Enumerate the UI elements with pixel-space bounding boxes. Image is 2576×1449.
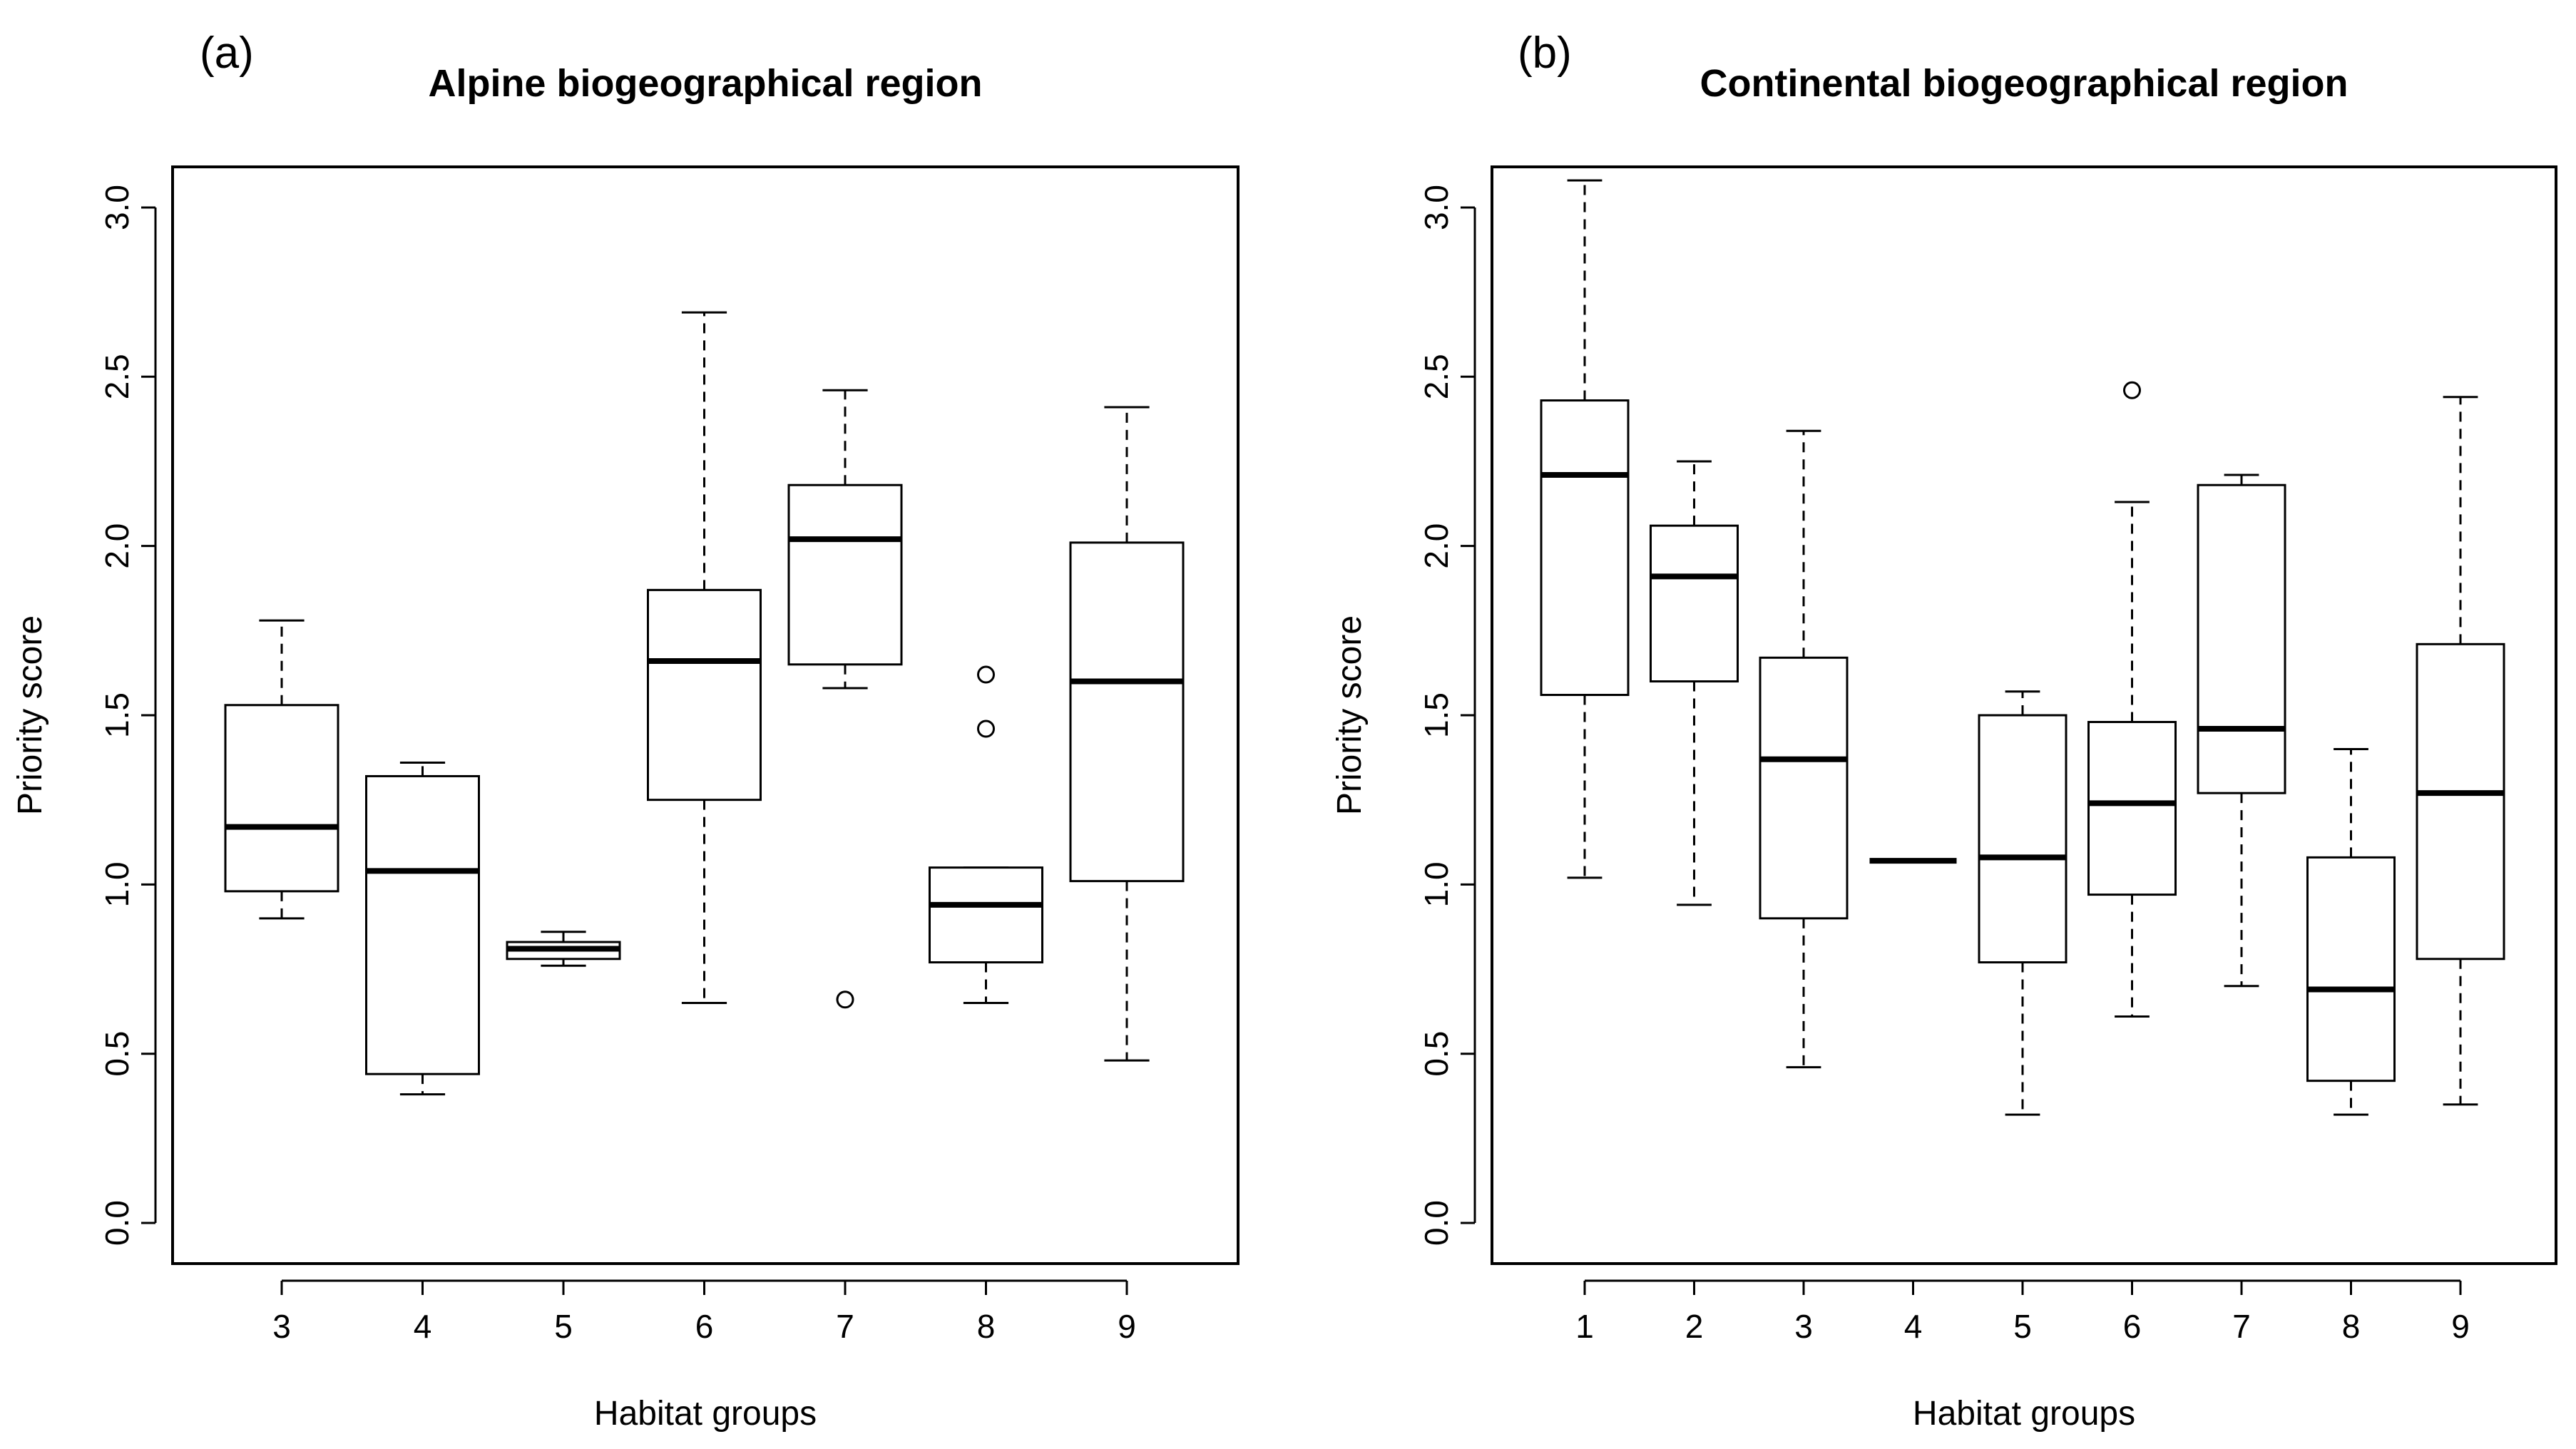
continental-box-group-6 bbox=[2087, 381, 2177, 1018]
outlier-point bbox=[977, 665, 995, 684]
iqr-box bbox=[1069, 541, 1185, 883]
alpine-x-tick-label: 4 bbox=[414, 1308, 432, 1345]
panel-label-a: (a) bbox=[200, 29, 254, 78]
continental-box-group-1 bbox=[1540, 179, 1630, 879]
continental-x-tick-label: 9 bbox=[2451, 1308, 2470, 1345]
alpine-boxplot-panel: (a) Alpine biogeographical region 0.0 0.5… bbox=[11, 29, 1240, 1433]
continental-x-tick-label: 4 bbox=[1904, 1308, 1923, 1345]
alpine-box-group-7 bbox=[787, 389, 903, 1009]
alpine-y-tick-label: 1.0 bbox=[98, 861, 136, 907]
continental-box-group-7 bbox=[2197, 473, 2286, 988]
alpine-boxes bbox=[224, 311, 1185, 1096]
alpine-y-tick-label: 2.5 bbox=[98, 354, 136, 399]
continental-x-tick-label: 1 bbox=[1575, 1308, 1594, 1345]
continental-y-tick-label: 1.0 bbox=[1418, 861, 1455, 907]
continental-y-tick-label: 1.5 bbox=[1418, 692, 1455, 738]
alpine-x-tick-label: 6 bbox=[695, 1308, 714, 1345]
continental-x-tick-label: 3 bbox=[1794, 1308, 1813, 1345]
alpine-y-tick-label: 1.5 bbox=[98, 692, 136, 738]
continental-box-group-5 bbox=[1978, 690, 2068, 1116]
continental-y-axis: 0.0 0.5 1.0 1.5 2.0 2.5 3.0 bbox=[1418, 185, 1476, 1246]
iqr-box bbox=[1650, 524, 1739, 683]
iqr-box bbox=[929, 866, 1043, 964]
iqr-box bbox=[2197, 483, 2286, 794]
continental-x-tick-label: 5 bbox=[2013, 1308, 2032, 1345]
continental-plot-frame bbox=[1491, 165, 2557, 1265]
alpine-x-tick-label: 5 bbox=[554, 1308, 573, 1345]
outlier-point bbox=[836, 990, 854, 1009]
continental-x-tick-label: 7 bbox=[2232, 1308, 2251, 1345]
alpine-y-axis: 0.0 0.5 1.0 1.5 2.0 2.5 3.0 bbox=[98, 185, 157, 1246]
alpine-x-axis-label: Habitat groups bbox=[594, 1395, 817, 1433]
alpine-y-tick-label: 2.0 bbox=[98, 523, 136, 569]
alpine-y-tick-label: 0.5 bbox=[98, 1031, 136, 1077]
continental-x-axis: 1 2 3 4 5 6 7 8 9 bbox=[1575, 1279, 2470, 1345]
continental-boxplot-panel: (b) Continental biogeographical region 0… bbox=[1331, 29, 2557, 1433]
iqr-box bbox=[1978, 714, 2068, 964]
iqr-box bbox=[224, 704, 339, 893]
continental-y-tick-label: 0.0 bbox=[1418, 1200, 1455, 1246]
alpine-x-tick-label: 7 bbox=[836, 1308, 854, 1345]
continental-y-tick-label: 2.0 bbox=[1418, 523, 1455, 569]
alpine-y-axis-label: Priority score bbox=[11, 615, 49, 815]
continental-x-axis-label: Habitat groups bbox=[1913, 1395, 2135, 1433]
panel-label-b: (b) bbox=[1518, 29, 1572, 78]
continental-chart-title: Continental biogeographical region bbox=[1700, 62, 2348, 105]
continental-x-tick-label: 6 bbox=[2123, 1308, 2142, 1345]
alpine-box-group-3 bbox=[224, 619, 339, 920]
continental-x-tick-label: 8 bbox=[2342, 1308, 2361, 1345]
iqr-box bbox=[2087, 720, 2177, 896]
continental-y-tick-label: 3.0 bbox=[1418, 185, 1455, 230]
outlier-point bbox=[977, 720, 995, 738]
alpine-plot-frame bbox=[171, 165, 1240, 1265]
alpine-box-group-8 bbox=[929, 665, 1043, 1004]
alpine-x-tick-label: 3 bbox=[272, 1308, 291, 1345]
alpine-x-axis: 3 4 5 6 7 8 9 bbox=[272, 1279, 1136, 1345]
continental-box-group-9 bbox=[2416, 396, 2505, 1106]
iqr-box bbox=[787, 483, 903, 666]
iqr-box bbox=[1759, 656, 1849, 920]
outlier-point bbox=[2123, 381, 2141, 399]
continental-y-tick-label: 2.5 bbox=[1418, 354, 1455, 399]
iqr-box bbox=[1540, 399, 1630, 697]
continental-box-group-3 bbox=[1759, 429, 1849, 1069]
alpine-box-group-6 bbox=[647, 311, 762, 1004]
iqr-box bbox=[647, 588, 762, 802]
iqr-box bbox=[2306, 856, 2396, 1082]
continental-box-group-2 bbox=[1650, 460, 1739, 906]
continental-y-axis-label: Priority score bbox=[1331, 615, 1369, 815]
alpine-box-group-5 bbox=[506, 931, 621, 967]
iqr-box bbox=[2416, 642, 2505, 961]
alpine-box-group-9 bbox=[1069, 406, 1185, 1062]
alpine-chart-title: Alpine biogeographical region bbox=[428, 62, 982, 105]
alpine-x-tick-label: 8 bbox=[977, 1308, 996, 1345]
continental-boxes bbox=[1540, 179, 2505, 1116]
continental-y-tick-label: 0.5 bbox=[1418, 1031, 1455, 1077]
iqr-box bbox=[365, 774, 480, 1075]
alpine-y-tick-label: 0.0 bbox=[98, 1200, 136, 1246]
continental-box-group-8 bbox=[2306, 747, 2396, 1116]
alpine-y-tick-label: 3.0 bbox=[98, 185, 136, 230]
continental-x-tick-label: 2 bbox=[1685, 1308, 1704, 1345]
alpine-x-tick-label: 9 bbox=[1118, 1308, 1136, 1345]
alpine-box-group-4 bbox=[365, 761, 480, 1096]
